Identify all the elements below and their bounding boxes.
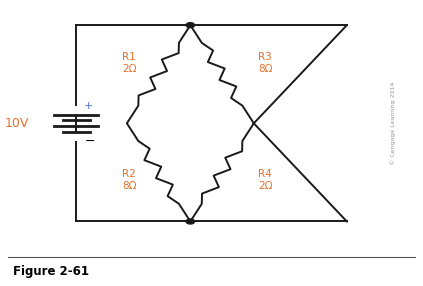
- Text: Figure 2-61: Figure 2-61: [13, 265, 89, 278]
- Text: R4
2Ω: R4 2Ω: [258, 169, 272, 191]
- Text: R2
8Ω: R2 8Ω: [122, 169, 136, 191]
- Text: −: −: [85, 135, 95, 148]
- Text: © Cengage Learning 2014: © Cengage Learning 2014: [390, 82, 396, 165]
- Text: R1
2Ω: R1 2Ω: [122, 52, 136, 74]
- Text: +: +: [83, 101, 93, 111]
- Text: R3
8Ω: R3 8Ω: [258, 52, 272, 74]
- Text: 10V: 10V: [4, 117, 29, 130]
- Circle shape: [186, 219, 195, 224]
- Circle shape: [186, 23, 195, 28]
